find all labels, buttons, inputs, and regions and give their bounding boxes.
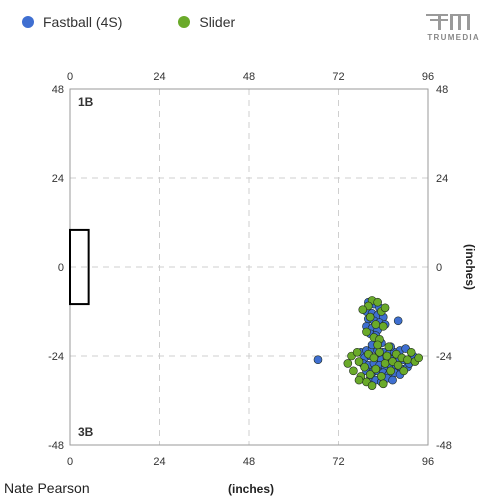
slider-point-27 [386,366,396,376]
grid-lines [70,89,428,445]
slider-point-33 [403,355,412,365]
y-tick-left--48: -48 [48,440,64,452]
slider-point-38 [373,340,382,350]
y-tick-left-48: 48 [52,84,64,96]
legend-dot-fastball [22,16,34,28]
x-tick-bottom-96: 96 [422,456,434,468]
fastball-point-55 [388,375,397,385]
y-tick-left--24: -24 [48,351,64,363]
slider-point-36 [414,353,423,363]
slider-point-4 [365,312,375,322]
fastball-point-17 [393,316,403,326]
slider-point-20 [365,370,375,379]
y-tick-right-24: 24 [436,173,448,185]
corner-label-3b: 3B [78,425,94,439]
corner-label-1b: 1B [78,95,94,109]
x-tick-bottom-0: 0 [67,456,73,468]
y-tick-left-0: 0 [58,262,64,274]
slider-point-42 [367,381,377,390]
slider-point-21 [369,353,379,363]
slider-point-34 [406,347,416,357]
slider-point-25 [380,359,390,368]
y-tick-right-48: 48 [436,84,448,96]
y-tick-right--48: -48 [436,440,452,452]
slider-point-26 [382,351,392,361]
x-tick-top-24: 24 [153,71,165,83]
x-tick-bottom-48: 48 [243,456,255,468]
legend-dot-slider [178,16,191,28]
slider-point-18 [360,362,369,372]
legend-label-fastball: Fastball (4S) [43,14,123,30]
x-tick-bottom-24: 24 [153,456,165,468]
y-tick-right--24: -24 [436,351,452,363]
slider-point-41 [354,375,364,385]
player-name: Nate Pearson [4,480,90,496]
legend-label-slider: Slider [199,14,236,30]
x-tick-top-72: 72 [332,71,344,83]
slider-point-22 [371,364,381,374]
fastball-point-0 [313,355,323,365]
legend-item-slider[interactable]: Slider [178,14,235,30]
slider-point-12 [343,359,353,368]
x-tick-top-48: 48 [243,71,255,83]
slider-point-15 [352,347,362,357]
slider-point-40 [378,379,388,389]
brand-name: TRUMEDIA [427,33,480,42]
slider-point-32 [399,366,409,376]
trumedia-logo-icon [426,14,470,30]
legend-item-fastball[interactable]: Fastball (4S) [22,14,122,30]
x-axis-label: (inches) [228,482,275,496]
slider-point-23 [375,347,384,357]
y-tick-left-24: 24 [52,173,64,185]
x-tick-bottom-72: 72 [332,456,344,468]
y-tick-right-0: 0 [436,262,442,274]
data-points [313,296,423,390]
slider-point-7 [362,327,371,337]
slider-point-30 [393,360,403,370]
slider-point-11 [380,303,390,313]
slider-point-1 [373,297,382,307]
y-axis-label: (inches) [463,244,477,290]
legend: Fastball (4S) Slider [22,14,291,30]
slider-point-37 [384,342,394,352]
slider-point-14 [349,366,358,376]
slider-point-5 [371,320,381,329]
x-tick-top-0: 0 [67,71,73,83]
slider-point-16 [354,357,364,366]
slider-point-6 [378,322,388,331]
slider-point-10 [358,305,368,314]
pitchers-rubber [69,228,90,306]
x-tick-top-96: 96 [422,71,434,83]
slider-point-24 [377,372,386,381]
